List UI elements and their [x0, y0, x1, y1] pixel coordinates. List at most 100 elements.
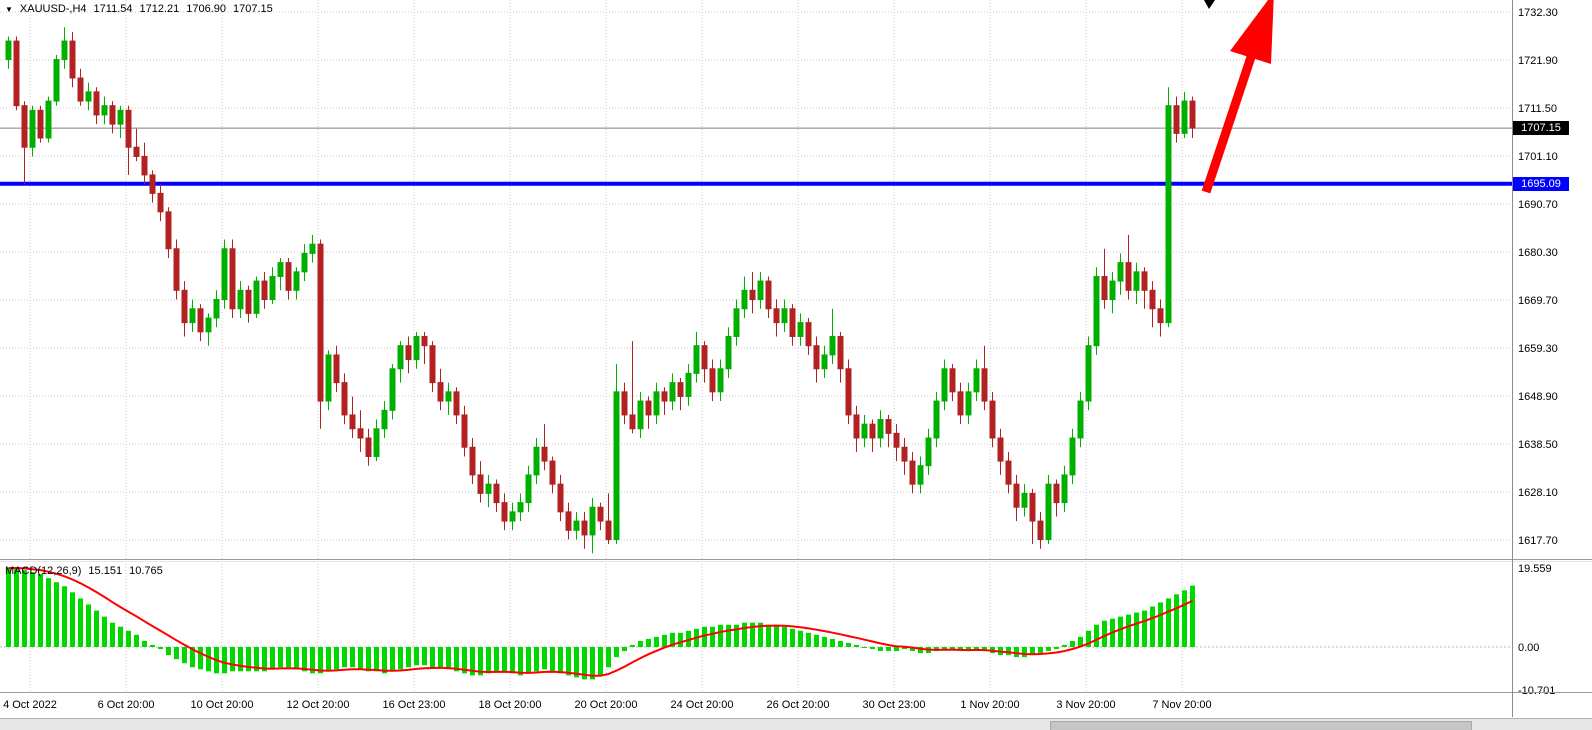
candle [1181, 100, 1188, 134]
macd-histogram-bar [1038, 647, 1043, 654]
candle [717, 368, 724, 393]
candle [413, 335, 420, 361]
candle [493, 483, 500, 504]
macd-histogram-bar [982, 647, 987, 652]
macd-histogram-bar [526, 647, 531, 674]
macd-histogram-bar [878, 647, 883, 652]
macd-histogram-bar [1158, 602, 1163, 647]
candle [61, 40, 68, 61]
price-axis-label: 1628.10 [1518, 487, 1558, 499]
macd-histogram-bar [62, 586, 67, 647]
macd-histogram-bar [566, 647, 571, 676]
macd-histogram-bar [894, 647, 899, 652]
macd-histogram-bar [1046, 647, 1051, 652]
macd-histogram-bar [646, 638, 651, 647]
trend-arrow-head-icon[interactable] [1230, 0, 1274, 64]
macd-histogram-bar [286, 647, 291, 668]
symbol-dropdown-icon[interactable]: ▼ [5, 4, 13, 14]
candle [445, 391, 452, 402]
macd-histogram-bar [94, 610, 99, 647]
candle [565, 511, 572, 531]
candle [957, 391, 964, 416]
candle [373, 428, 380, 457]
candle [989, 400, 996, 439]
macd-histogram-bar [1070, 640, 1075, 647]
candle [973, 368, 980, 393]
macd-histogram-bar [118, 626, 123, 647]
candle [149, 174, 156, 194]
candle [397, 345, 404, 370]
macd-histogram-bar [310, 647, 315, 674]
trend-arrow-shaft[interactable] [1201, 55, 1256, 194]
candle [917, 465, 924, 485]
candle [749, 289, 756, 301]
time-axis-label: 10 Oct 20:00 [191, 699, 254, 711]
quote-open: 1711.54 [93, 3, 133, 15]
candle [1173, 105, 1180, 134]
horizontal-scrollbar[interactable] [0, 718, 1592, 730]
candle [709, 368, 716, 393]
time-axis-label: 4 Oct 2022 [3, 699, 57, 711]
macd-histogram-bar [166, 647, 171, 656]
macd-histogram-bar [814, 634, 819, 647]
candle [1165, 105, 1172, 324]
macd-histogram-bar [174, 647, 179, 660]
macd-histogram-bar [710, 626, 715, 647]
candle [437, 382, 444, 402]
macd-histogram-bar [142, 640, 147, 647]
price-axis-label: 1732.30 [1518, 7, 1558, 19]
candle [669, 382, 676, 402]
candle [925, 437, 932, 467]
candle [861, 423, 868, 439]
time-axis-label: 24 Oct 20:00 [671, 699, 734, 711]
candle [637, 400, 644, 430]
macd-histogram-bar [806, 632, 811, 647]
macd-histogram-bar [262, 647, 267, 672]
candle [13, 40, 20, 107]
candle [525, 474, 532, 504]
candle [205, 317, 212, 333]
quote-high: 1712.21 [139, 3, 180, 15]
candle [69, 40, 76, 79]
macd-histogram-bar [838, 640, 843, 647]
macd-histogram-bar [918, 647, 923, 654]
time-axis-label: 7 Nov 20:00 [1152, 699, 1211, 711]
macd-histogram-bar [1062, 644, 1067, 647]
time-axis-label: 26 Oct 20:00 [767, 699, 830, 711]
macd-histogram-bar [110, 622, 115, 647]
candle [293, 271, 300, 291]
macd-histogram-bar [582, 647, 587, 680]
macd-histogram-bar [478, 647, 483, 676]
symbol-timeframe-label: XAUUSD-,H4 [19, 3, 87, 15]
time-axis-label: 12 Oct 20:00 [287, 699, 350, 711]
candle [1093, 275, 1100, 347]
candle [1029, 492, 1036, 522]
candle [53, 59, 60, 102]
candle [1157, 308, 1164, 324]
scrollbar-thumb[interactable] [1050, 721, 1472, 730]
macd-histogram-bar [1150, 606, 1155, 647]
macd-histogram-bar [1078, 636, 1083, 647]
candle [253, 280, 260, 314]
macd-histogram-bar [70, 592, 75, 647]
candle [461, 414, 468, 448]
candle [21, 105, 28, 148]
candle [549, 460, 556, 485]
macd-histogram-bar [1190, 585, 1195, 647]
macd-histogram-bar [390, 647, 395, 672]
macd-histogram-bar [246, 647, 251, 672]
candle [885, 419, 892, 434]
macd-histogram-bar [726, 624, 731, 647]
macd-histogram-bar [6, 568, 11, 647]
candle [277, 262, 284, 277]
macd-histogram-bar [206, 647, 211, 672]
macd-histogram-bar [654, 636, 659, 647]
chart-marker-icon [1204, 0, 1215, 9]
macd-histogram-bar [966, 647, 971, 652]
macd-histogram-bar [774, 624, 779, 647]
candle [1189, 100, 1196, 129]
candle [357, 428, 364, 439]
candle [877, 419, 884, 439]
candle [117, 109, 124, 125]
